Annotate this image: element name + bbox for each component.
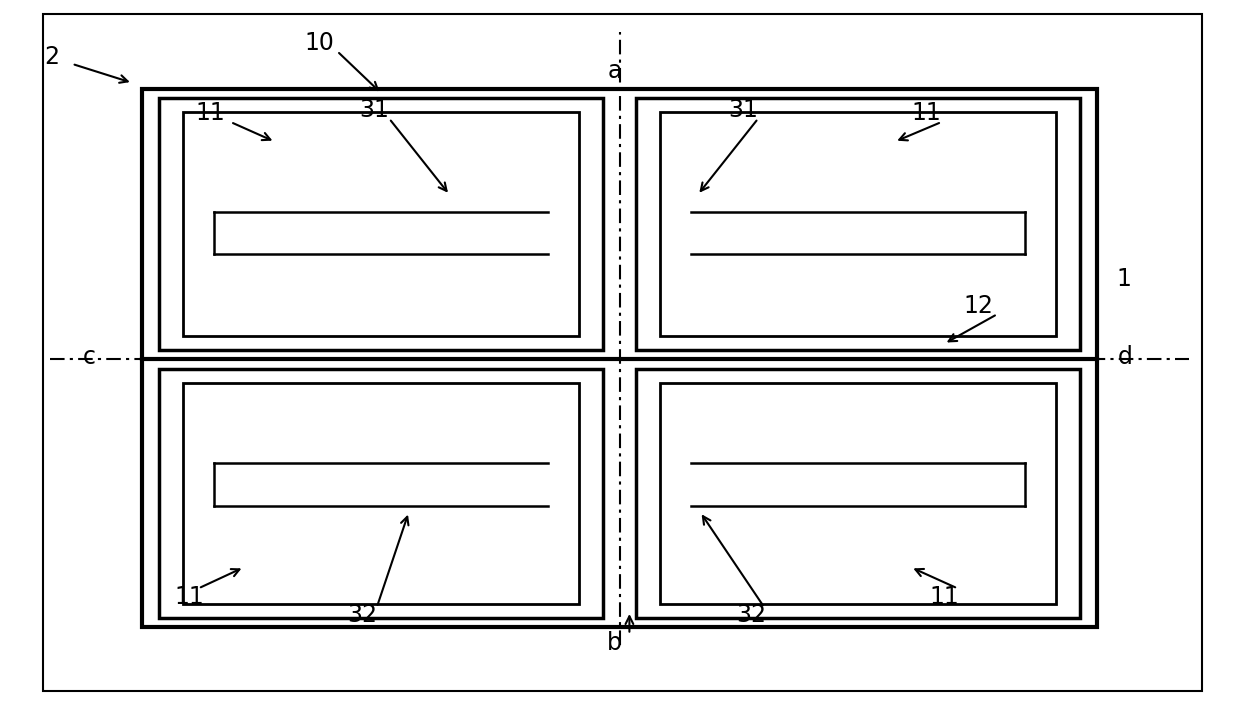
- Bar: [636, 98, 1080, 350]
- Text: 31: 31: [359, 98, 389, 122]
- Bar: [159, 98, 603, 350]
- Text: a: a: [607, 59, 622, 83]
- Text: 11: 11: [929, 585, 959, 609]
- Text: b: b: [607, 631, 622, 655]
- Text: 32: 32: [736, 603, 766, 627]
- Bar: [159, 369, 603, 618]
- Text: 12: 12: [964, 294, 994, 318]
- Text: 32: 32: [347, 603, 377, 627]
- Text: 2: 2: [45, 45, 59, 69]
- Text: 11: 11: [175, 585, 204, 609]
- Text: d: d: [1118, 345, 1132, 369]
- Bar: [183, 383, 579, 604]
- Text: 11: 11: [912, 101, 942, 125]
- Text: 11: 11: [196, 101, 225, 125]
- Text: c: c: [83, 345, 95, 369]
- Bar: [660, 383, 1056, 604]
- Bar: [660, 112, 1056, 336]
- Text: 1: 1: [1116, 267, 1131, 291]
- Bar: [636, 369, 1080, 618]
- Text: 10: 10: [305, 30, 335, 55]
- Bar: [142, 89, 1097, 627]
- Text: 31: 31: [729, 98, 758, 122]
- Bar: [183, 112, 579, 336]
